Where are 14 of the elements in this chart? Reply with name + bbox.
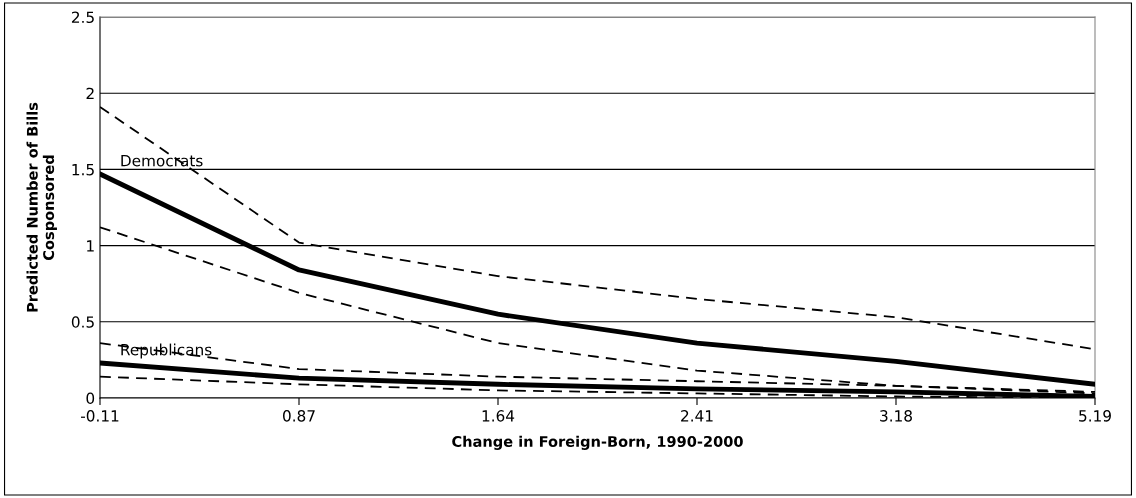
y-tick-label: 1.5 [72,164,94,176]
y-tick-label: 0.5 [71,316,94,328]
x-tick-label: 5.19 [1079,410,1111,422]
y-tick-label: 1 [87,240,94,252]
x-tick-label: 2.41 [681,410,713,422]
y-tick-label: 0 [86,392,95,405]
x-tick-label: 0.87 [283,410,315,422]
y-axis-title: Predicted Number of Bills Cosponsored [26,102,57,312]
y-tick-label: 2 [86,87,94,99]
y-tick-label: 2.5 [71,11,94,24]
x-tick-label: -0.11 [80,410,119,422]
x-tick-label: 1.64 [482,410,515,422]
x-axis-title: Change in Foreign-Born, 1990-2000 [452,435,743,450]
x-tick-label: 3.18 [880,410,912,422]
